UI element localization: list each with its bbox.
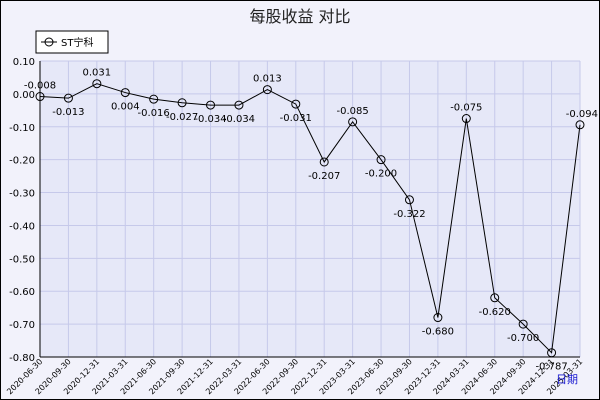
y-tick-label: 0.00 <box>13 90 35 101</box>
y-tick-label: -0.10 <box>9 123 35 134</box>
data-point <box>547 348 557 358</box>
data-point <box>575 120 585 130</box>
data-label: -0.085 <box>337 106 369 117</box>
data-point <box>120 88 130 98</box>
data-point <box>404 195 414 205</box>
data-label: -0.700 <box>507 333 539 344</box>
data-label: -0.034 <box>223 114 255 125</box>
y-tick-label: -0.80 <box>9 353 35 364</box>
data-point <box>348 117 358 127</box>
data-label: -0.200 <box>365 169 397 180</box>
data-point <box>234 100 244 110</box>
data-label: -0.680 <box>422 327 454 338</box>
data-point <box>92 79 102 89</box>
plot-area <box>40 61 580 357</box>
data-label: -0.094 <box>566 109 598 120</box>
y-tick-label: -0.20 <box>9 156 35 167</box>
data-point <box>291 99 301 109</box>
legend-label: ST宁科 <box>61 36 93 49</box>
y-tick-label: -0.40 <box>9 221 35 232</box>
y-tick-label: -0.60 <box>9 287 35 298</box>
series-group: -0.008-0.0130.0310.004-0.016-0.027-0.034… <box>24 68 598 373</box>
data-point <box>149 94 159 104</box>
legend: ST宁科 <box>35 30 109 54</box>
chart-title: 每股收益 对比 <box>249 7 350 26</box>
data-label: -0.013 <box>52 107 84 118</box>
data-point <box>262 85 272 95</box>
legend-box <box>35 30 109 54</box>
data-point <box>518 319 528 329</box>
data-point <box>63 93 73 103</box>
y-axis-ticks: 0.10 0.00 -0.10 -0.20 -0.30 -0.40 -0.50 -0.60 -0… <box>9 57 35 364</box>
y-tick-label: 0.10 <box>13 57 35 68</box>
series-line <box>39 83 581 354</box>
data-label: -0.027 <box>166 112 198 123</box>
data-label: -0.031 <box>280 113 312 124</box>
data-point <box>490 293 500 303</box>
data-point <box>461 114 471 124</box>
data-label: 0.013 <box>253 74 282 85</box>
data-label: -0.034 <box>194 114 226 125</box>
y-tick-label: -0.30 <box>9 189 35 200</box>
data-point <box>206 100 216 110</box>
data-label: -0.008 <box>24 81 56 92</box>
data-point <box>376 155 386 165</box>
data-label: -0.207 <box>308 171 340 182</box>
data-point <box>177 98 187 108</box>
y-tick-label: -0.50 <box>9 254 35 265</box>
data-point <box>319 157 329 167</box>
x-axis-ticks: 2020-06-302020-09-302020-12-312021-03-31… <box>5 357 584 396</box>
data-label: 0.004 <box>111 102 140 113</box>
x-axis-label: 日期 <box>556 373 578 386</box>
data-label: -0.787 <box>535 362 567 373</box>
data-point <box>433 313 443 323</box>
data-label: -0.322 <box>393 209 425 220</box>
y-tick-label: -0.70 <box>9 320 35 331</box>
data-label: 0.031 <box>83 68 112 79</box>
data-label: -0.620 <box>479 307 511 318</box>
data-label: -0.016 <box>138 108 170 119</box>
legend-marker <box>44 37 54 47</box>
data-point <box>35 92 45 102</box>
data-label: -0.075 <box>450 103 482 114</box>
